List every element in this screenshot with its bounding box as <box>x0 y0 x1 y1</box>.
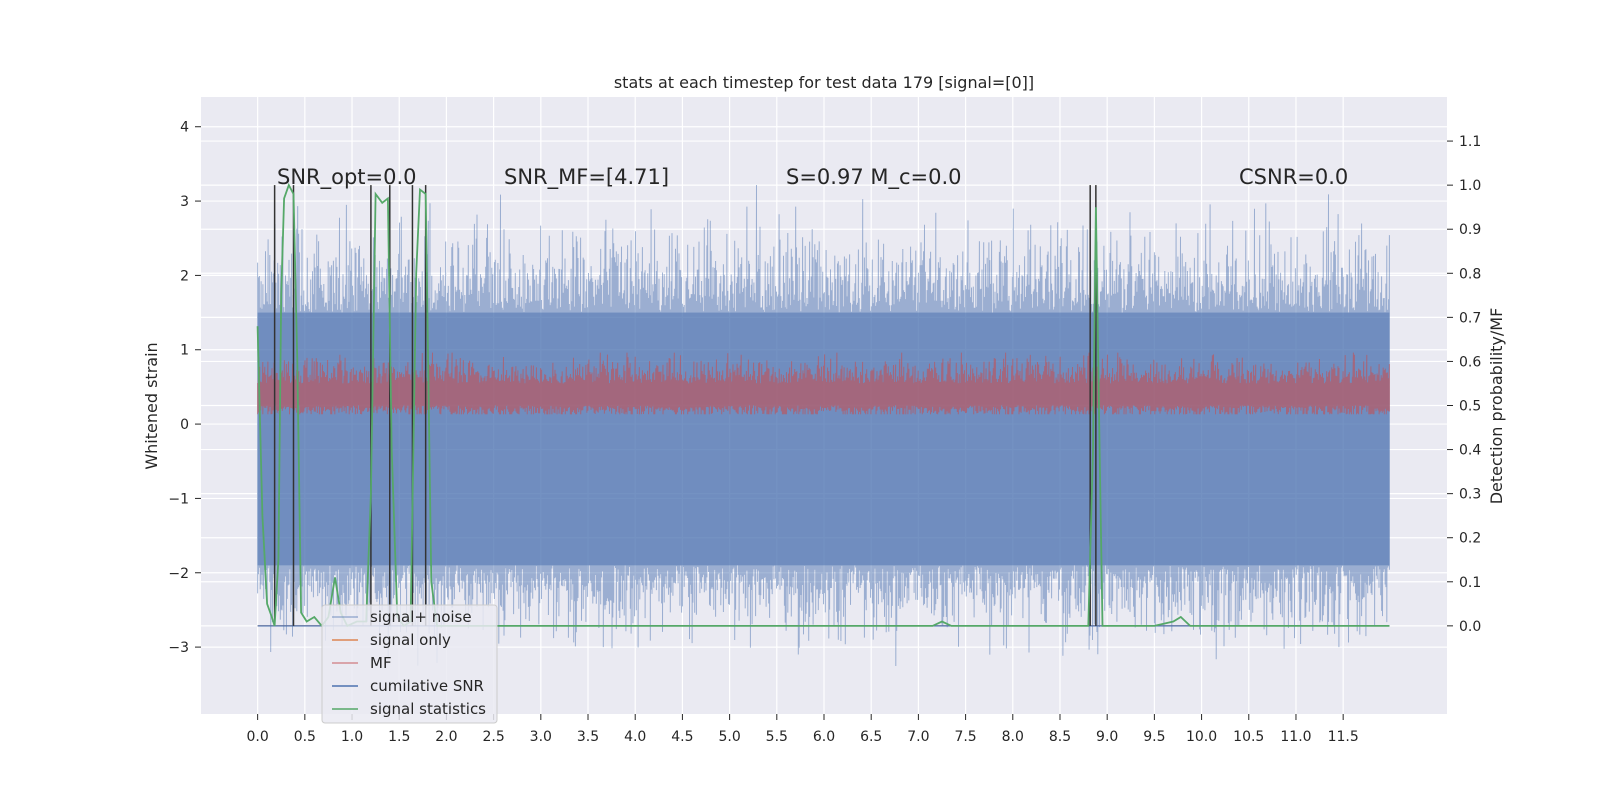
x-tick-label: 11.0 <box>1280 729 1311 745</box>
x-tick-label: 4.5 <box>671 729 693 745</box>
y-tick-label: 0 <box>180 417 189 433</box>
y-tick-label: 4 <box>180 120 189 136</box>
y-tick-label: 1 <box>180 343 189 359</box>
legend-label: cumilative SNR <box>370 677 484 695</box>
y-right-tick-label: 1.0 <box>1459 178 1481 194</box>
x-tick-label: 3.0 <box>530 729 552 745</box>
legend-box <box>321 604 498 724</box>
x-tick-label: 1.5 <box>388 729 410 745</box>
y-axis-ticks: 4 3 2 1 0 −1 −2 −3 <box>168 120 201 656</box>
x-tick-label: 0.0 <box>247 729 269 745</box>
x-tick-label: 11.5 <box>1328 729 1359 745</box>
x-tick-label: 5.5 <box>766 729 788 745</box>
y-right-tick-label: 0.9 <box>1459 222 1481 238</box>
chart-title: stats at each timestep for test data 179… <box>614 73 1034 92</box>
signal-statistics-series <box>256 182 1390 628</box>
x-tick-label: 2.5 <box>482 729 504 745</box>
x-tick-label: 6.5 <box>860 729 882 745</box>
annotation-snr-mf: SNR_MF=[4.71] <box>504 165 669 190</box>
x-tick-label: 0.5 <box>294 729 316 745</box>
x-axis-ticks: 0.0 0.5 1.0 1.5 2.0 2.5 3.0 3.5 4.0 4.5 5.0 5.5 6.0 6… <box>247 714 1359 745</box>
y-right-tick-label: 0.5 <box>1459 399 1481 415</box>
annotation-csnr: CSNR=0.0 <box>1239 165 1348 189</box>
x-tick-label: 7.5 <box>954 729 976 745</box>
signal-noise-series <box>257 184 1390 667</box>
annotations: SNR_opt=0.0 SNR_MF=[4.71] S=0.97 M_c=0.0 CS… <box>277 165 1348 190</box>
y-right-tick-label: 0.6 <box>1459 354 1481 370</box>
annotation-s-mc: S=0.97 M_c=0.0 <box>786 165 962 190</box>
legend-label: signal only <box>370 631 451 649</box>
y-right-tick-label: 0.2 <box>1459 531 1481 547</box>
signal-statistics-line <box>256 182 1390 628</box>
y-tick-label: 3 <box>180 194 189 210</box>
y-right-tick-label: 0.7 <box>1459 310 1481 326</box>
y-right-tick-label: 0.1 <box>1459 575 1481 591</box>
legend-label: MF <box>370 654 392 672</box>
x-tick-label: 8.5 <box>1049 729 1071 745</box>
y-tick-label: 2 <box>180 268 189 284</box>
x-tick-label: 1.0 <box>341 729 363 745</box>
x-tick-label: 10.5 <box>1233 729 1264 745</box>
legend: signal+ noise signal only MF cumilative SNR… <box>321 604 498 724</box>
x-tick-label: 7.0 <box>907 729 929 745</box>
x-tick-label: 3.5 <box>577 729 599 745</box>
y-tick-label: −3 <box>168 640 189 656</box>
x-tick-label: 9.5 <box>1143 729 1165 745</box>
y-tick-label: −1 <box>168 491 189 507</box>
y-right-tick-label: 0.8 <box>1459 266 1481 282</box>
annotation-snr-opt: SNR_opt=0.0 <box>277 165 417 190</box>
y-right-tick-label: 0.0 <box>1459 619 1481 635</box>
legend-label: signal statistics <box>370 700 486 718</box>
y-right-axis-label: Detection probability/MF <box>1487 308 1506 505</box>
x-tick-label: 2.0 <box>435 729 457 745</box>
signal-noise-band <box>257 312 1390 566</box>
x-tick-label: 4.0 <box>624 729 646 745</box>
y-right-tick-label: 0.3 <box>1459 487 1481 503</box>
x-tick-label: 8.0 <box>1002 729 1024 745</box>
y-right-tick-label: 1.1 <box>1459 134 1481 150</box>
x-tick-label: 10.0 <box>1186 729 1217 745</box>
y-axis-label: Whitened strain <box>142 342 161 469</box>
x-tick-label: 6.0 <box>813 729 835 745</box>
x-tick-label: 5.0 <box>718 729 740 745</box>
legend-label: signal+ noise <box>370 608 472 626</box>
mf-series <box>257 352 1390 415</box>
x-tick-label: 9.0 <box>1096 729 1118 745</box>
y-right-axis-ticks: 1.1 1.0 0.9 0.8 0.7 0.6 0.5 0.4 0.3 0.2 0.1 0.0 <box>1447 134 1481 635</box>
mf-line <box>257 352 1390 415</box>
y-right-tick-label: 0.4 <box>1459 443 1481 459</box>
y-tick-label: −2 <box>168 566 189 582</box>
